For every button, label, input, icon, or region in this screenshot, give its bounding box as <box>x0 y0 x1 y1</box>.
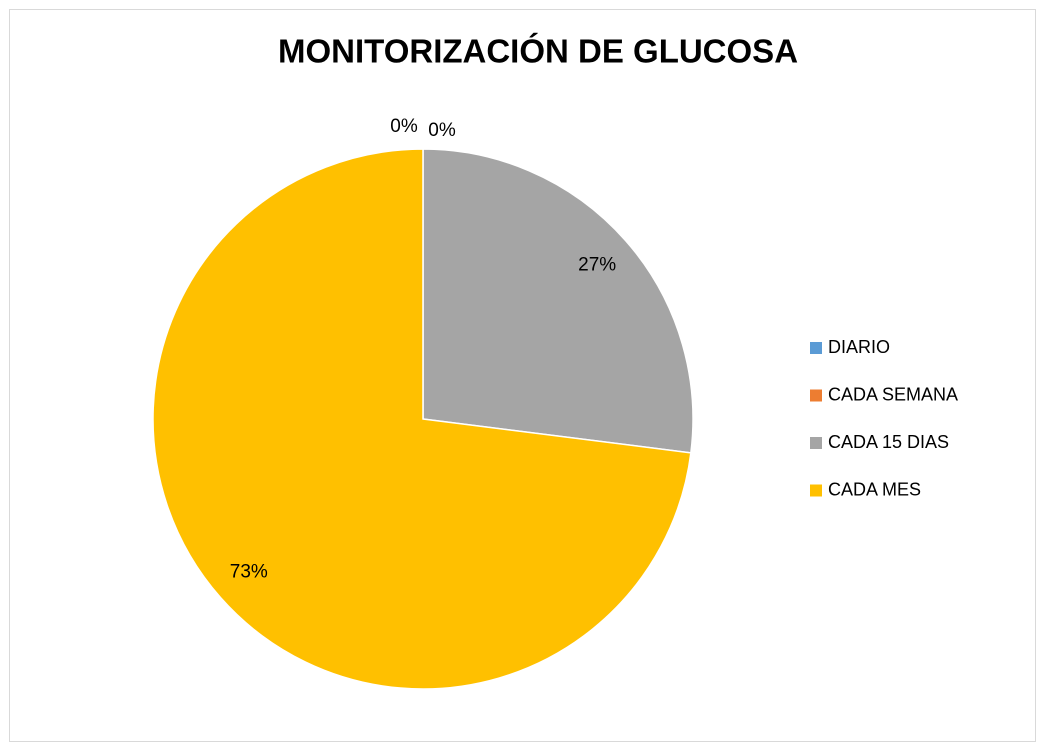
data-label: 27% <box>578 254 616 275</box>
legend-swatch <box>810 484 822 497</box>
legend-label: CADA SEMANA <box>828 384 958 404</box>
legend-label: CADA 15 DIAS <box>828 432 949 452</box>
data-label: 73% <box>230 562 268 583</box>
legend-label: DIARIO <box>828 337 890 357</box>
data-label: 0% <box>428 120 456 141</box>
chart-title: MONITORIZACIÓN DE GLUCOSA <box>278 33 798 70</box>
legend-swatch <box>810 342 822 354</box>
pie-slice <box>152 148 692 690</box>
data-label: 0% <box>390 116 418 137</box>
legend-swatch <box>810 437 822 449</box>
legend-swatch <box>810 389 822 402</box>
legend-label: CADA MES <box>828 479 921 499</box>
pie-slice <box>422 148 694 454</box>
